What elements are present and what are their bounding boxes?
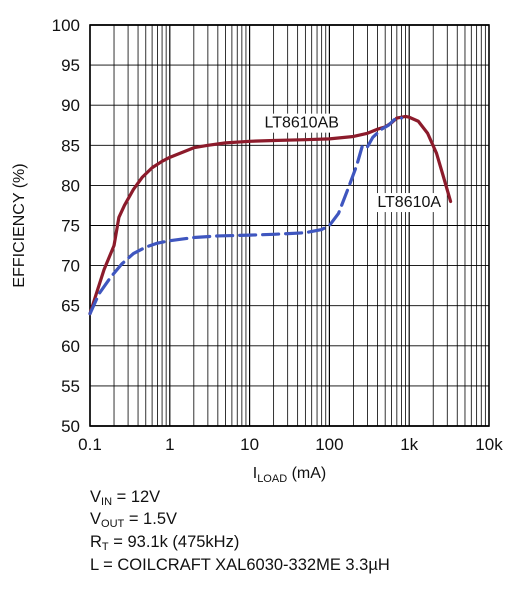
x-tick-label: 1k [400, 435, 418, 454]
y-tick-label: 90 [61, 96, 80, 115]
x-axis-label-sub: LOAD [257, 473, 287, 485]
y-tick-label: 85 [61, 136, 80, 155]
y-axis-label: EFFICIENCY (%) [11, 163, 28, 287]
y-tick-label: 75 [61, 217, 80, 236]
note-inductor: L = COILCRAFT XAL6030-332ME 3.3µH [90, 556, 390, 575]
x-axis-label: ILOAD (mA) [253, 465, 327, 485]
annotation-label: LT8610AB [265, 115, 339, 132]
plot-frame [89, 24, 490, 427]
x-tick-label: 0.1 [78, 435, 102, 454]
y-tick-label: 100 [52, 16, 80, 35]
y-tick-label: 80 [61, 176, 80, 195]
chart-tick-labels: 50 55 60 65 70 75 80 85 90 95 100 0.1 1 10 100 1k 10k [52, 16, 504, 454]
series-line-lt8610ab [88, 114, 453, 316]
y-tick-label: 65 [61, 297, 80, 316]
y-tick-label: 95 [61, 56, 80, 75]
x-axis-label-unit: (mA) [287, 465, 326, 482]
note-rt-sub: T [101, 541, 109, 553]
y-tick-label: 55 [61, 377, 80, 396]
annotation-label: LT8610A [377, 194, 441, 211]
series-annotation: LT8610AB [261, 113, 342, 133]
x-tick-label: 1 [165, 435, 174, 454]
note-vin-rest: = 12V [112, 488, 161, 506]
series-annotation: LT8610A [374, 193, 445, 213]
note-vout-rest: = 1.5V [124, 510, 177, 528]
annotation-bg [261, 113, 342, 133]
x-tick-label: 10 [240, 435, 259, 454]
annotation-bg [374, 193, 445, 213]
y-tick-label: 60 [61, 337, 80, 356]
note-vout-main: V [90, 510, 102, 528]
note-vout-sub: OUT [101, 518, 125, 530]
y-tick-label: 70 [61, 257, 80, 276]
note-vout: VOUT = 1.5V [90, 510, 177, 530]
x-tick-label: 100 [315, 435, 343, 454]
x-tick-label: 10k [475, 435, 503, 454]
note-rt: RT = 93.1k (475kHz) [90, 533, 239, 553]
y-tick-label: 50 [61, 417, 80, 436]
chart-annotations: LT8610AB LT8610A [261, 113, 445, 213]
chart-series [88, 114, 453, 316]
x-axis-label-main: I [253, 465, 257, 482]
series-line-lt8610a [88, 116, 404, 316]
note-inductor-main: L = COILCRAFT XAL6030-332ME 3.3µH [90, 556, 390, 574]
note-rt-main: R [90, 533, 102, 551]
note-vin-main: V [90, 488, 102, 506]
chart-axis-labels: EFFICIENCY (%) ILOAD (mA) [11, 163, 326, 485]
note-rt-rest: = 93.1k (475kHz) [108, 533, 240, 551]
chart-grid [89, 24, 490, 427]
note-vin: VIN = 12V [90, 488, 160, 508]
note-vin-sub: IN [101, 496, 113, 508]
